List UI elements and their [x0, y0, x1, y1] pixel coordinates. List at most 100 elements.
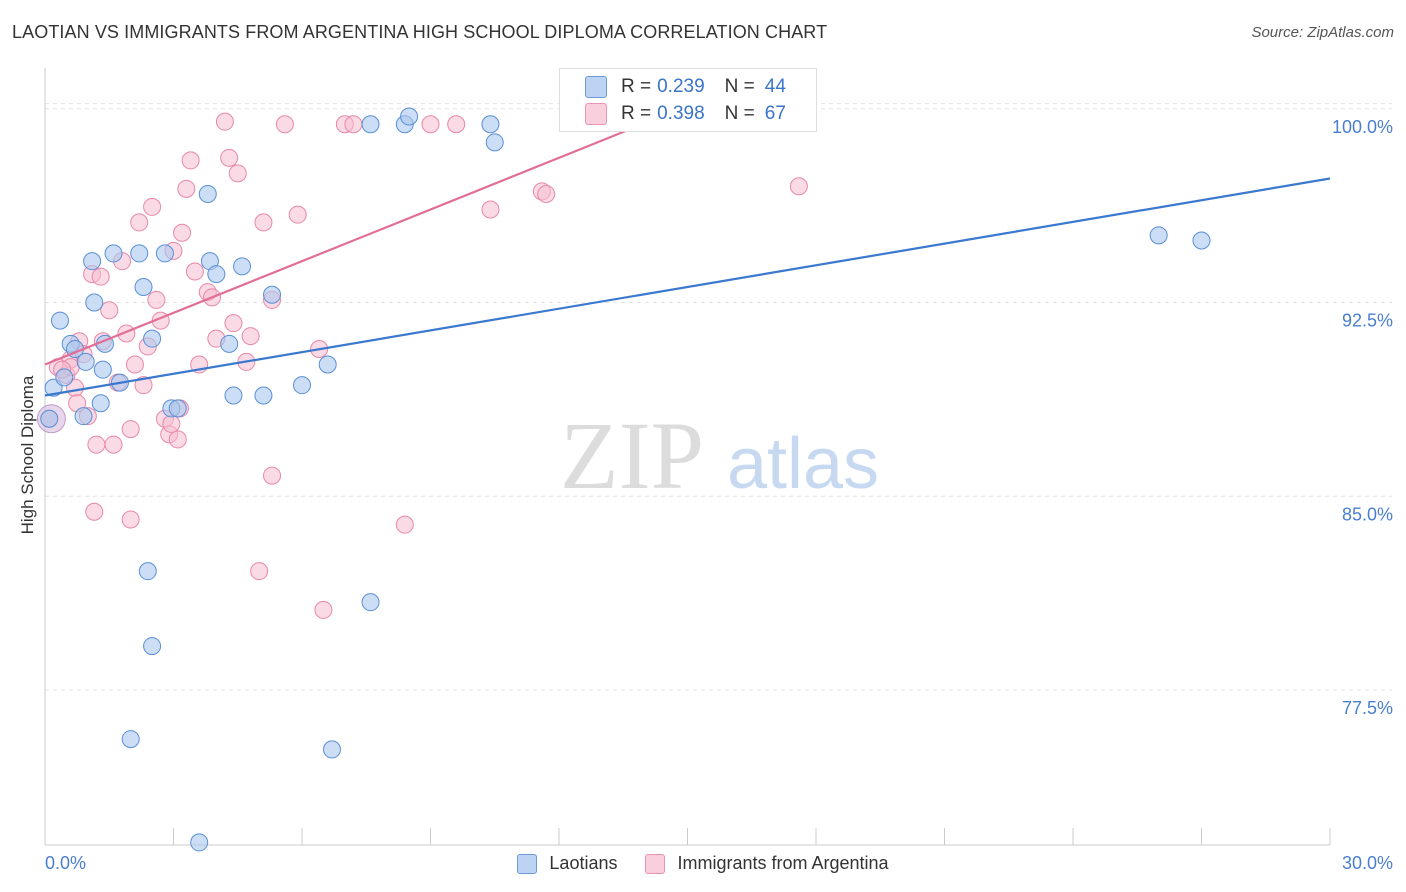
- legend-item-laotians[interactable]: Laotians: [517, 853, 617, 874]
- point-argentina: [395, 515, 414, 534]
- point-laotians: [361, 593, 380, 612]
- legend-r-value-laotians: 0.239: [657, 76, 705, 97]
- point-laotians: [74, 407, 93, 426]
- point-laotians: [138, 562, 157, 581]
- point-argentina: [130, 213, 149, 232]
- point-argentina: [173, 223, 192, 242]
- point-argentina: [147, 290, 166, 309]
- trendline-laotians: [44, 177, 1331, 397]
- point-laotians: [254, 386, 273, 405]
- point-argentina: [162, 414, 181, 433]
- point-argentina: [168, 430, 187, 449]
- y-tick-label: 85.0%: [1342, 504, 1393, 524]
- legend-row-laotians: R = 0.239 N = 44: [585, 75, 786, 99]
- point-laotians: [121, 730, 140, 749]
- watermark-zip: ZIP: [560, 402, 704, 509]
- point-laotians: [481, 115, 500, 134]
- series-legend: Laotians Immigrants from Argentina: [0, 853, 1406, 874]
- point-laotians: [1192, 231, 1211, 250]
- point-laotians: [361, 115, 380, 134]
- point-argentina: [185, 262, 204, 281]
- y-tick-label: 92.5%: [1342, 311, 1393, 331]
- legend-swatch-laotians: [517, 853, 538, 874]
- legend-swatch-argentina: [645, 853, 666, 874]
- point-argentina: [104, 435, 123, 454]
- legend-item-argentina[interactable]: Immigrants from Argentina: [645, 853, 889, 874]
- legend-n-label: N =: [724, 76, 755, 97]
- point-laotians: [40, 409, 59, 428]
- point-laotians: [76, 352, 95, 371]
- point-argentina: [87, 435, 106, 454]
- point-argentina: [181, 151, 200, 170]
- point-laotians: [104, 244, 123, 263]
- point-laotians: [134, 278, 153, 296]
- point-argentina: [143, 197, 162, 216]
- point-argentina: [263, 466, 282, 485]
- point-laotians: [318, 355, 337, 374]
- point-argentina: [344, 115, 363, 134]
- point-laotians: [293, 376, 311, 395]
- point-laotians: [155, 244, 174, 263]
- point-argentina: [177, 179, 196, 198]
- legend-n-value-argentina: 67: [764, 103, 786, 124]
- gridlines: [45, 103, 1392, 691]
- series-laotians-points: [40, 107, 1211, 852]
- series-argentina-points: [36, 112, 808, 619]
- point-laotians: [233, 257, 252, 276]
- point-laotians: [85, 293, 104, 312]
- legend-r-label: R =: [621, 103, 652, 124]
- axes: [44, 68, 1331, 846]
- point-argentina: [215, 112, 234, 131]
- point-laotians: [322, 740, 341, 759]
- point-laotians: [207, 265, 226, 284]
- y-tick-label: 77.5%: [1342, 698, 1393, 718]
- point-argentina: [91, 267, 110, 286]
- point-laotians: [143, 637, 162, 656]
- chart-title: LAOTIAN VS IMMIGRANTS FROM ARGENTINA HIG…: [12, 22, 828, 42]
- point-laotians: [168, 399, 187, 418]
- point-argentina: [250, 562, 269, 581]
- legend-label-laotians: Laotians: [549, 853, 618, 873]
- point-argentina: [100, 301, 119, 320]
- point-argentina: [121, 510, 140, 529]
- point-argentina: [125, 355, 144, 374]
- point-argentina: [275, 115, 294, 134]
- point-laotians: [55, 368, 74, 387]
- point-laotians: [220, 334, 239, 353]
- point-laotians: [83, 252, 102, 271]
- point-argentina: [481, 200, 500, 219]
- point-argentina: [789, 177, 808, 196]
- point-argentina: [421, 115, 440, 134]
- point-argentina: [254, 213, 273, 232]
- source-label: Source: ZipAtlas.com: [1251, 24, 1394, 41]
- legend-row-argentina: R = 0.398 N = 67: [585, 102, 786, 126]
- legend-label-argentina: Immigrants from Argentina: [677, 853, 889, 873]
- point-argentina: [537, 185, 556, 203]
- point-laotians: [91, 394, 110, 413]
- legend-n-label: N =: [724, 103, 755, 124]
- point-laotians: [198, 185, 217, 203]
- point-laotians: [400, 107, 419, 126]
- watermark: ZIP atlas: [560, 402, 879, 509]
- point-argentina: [85, 502, 104, 521]
- legend-swatch-argentina: [585, 103, 607, 125]
- x-tick-label: 30.0%: [1342, 853, 1393, 873]
- legend-r-value-argentina: 0.398: [657, 103, 705, 124]
- point-laotians: [50, 311, 69, 330]
- point-laotians: [130, 244, 149, 263]
- point-laotians: [1149, 226, 1168, 245]
- point-argentina: [220, 148, 239, 167]
- point-argentina: [224, 314, 243, 333]
- point-laotians: [485, 133, 504, 152]
- point-laotians: [263, 285, 282, 304]
- tick-labels: 77.5% 85.0% 92.5% 100.0% 0.0% 30.0%: [45, 117, 1393, 873]
- point-laotians: [143, 329, 162, 348]
- point-laotians: [190, 833, 209, 852]
- point-argentina: [241, 327, 260, 346]
- point-argentina: [314, 600, 333, 619]
- point-argentina: [228, 164, 247, 183]
- point-argentina: [447, 115, 466, 134]
- x-tick-label: 0.0%: [45, 853, 86, 873]
- watermark-atlas: atlas: [727, 424, 879, 504]
